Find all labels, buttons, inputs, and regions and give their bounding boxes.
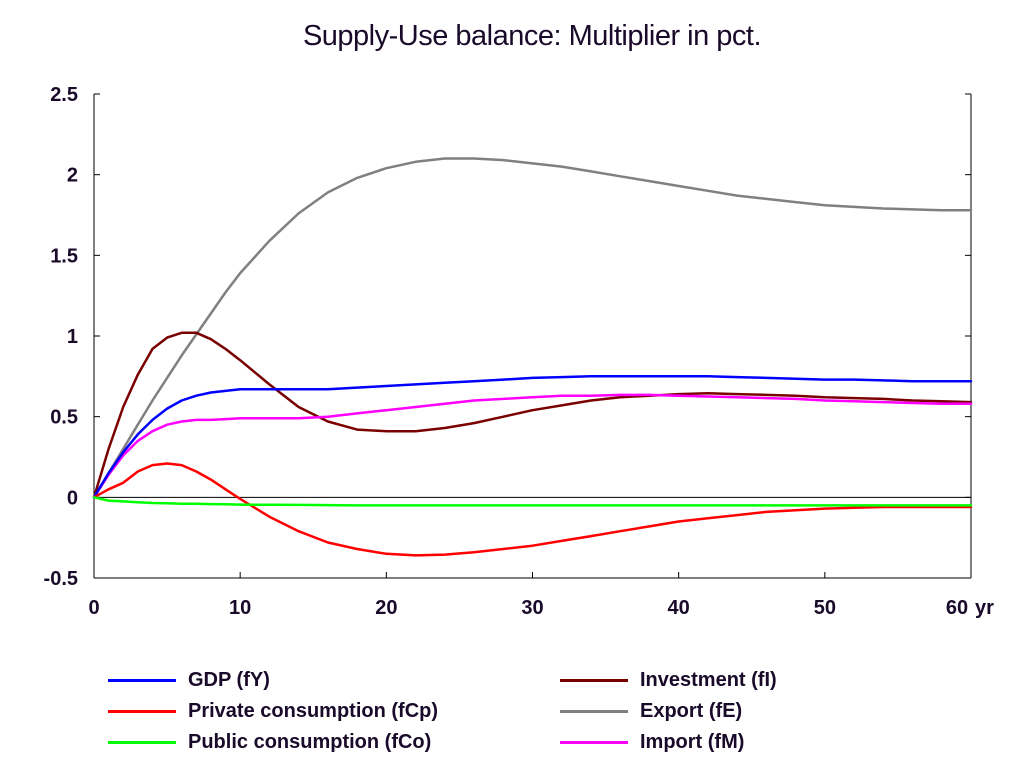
- x-tick-label: 10: [229, 597, 251, 619]
- axes: [93, 93, 972, 579]
- x-tick-label: 20: [375, 597, 397, 619]
- y-tick-label: 2.5: [50, 84, 78, 106]
- series-line-private-consumption: [92, 462, 973, 557]
- chart-title: Supply-Use balance: Multiplier in pct.: [302, 20, 762, 52]
- y-tick-label: 0.5: [50, 407, 78, 429]
- x-tick-label: 0: [88, 597, 99, 619]
- x-tick-label: 50: [814, 597, 836, 619]
- y-tick-label: 1: [67, 326, 78, 348]
- series-line-export: [92, 157, 973, 499]
- series-line-import: [92, 393, 973, 499]
- series-line-investment: [92, 331, 973, 499]
- series-line-gdp: [92, 375, 973, 499]
- y-tick-label: 2: [67, 165, 78, 187]
- tick-labels: 2.5 2 1.5 1 0.5 0 -0.5 0 10 20 30 40 50 60 yr: [44, 84, 995, 619]
- x-tick-label: 40: [668, 597, 690, 619]
- y-tick-label: 1.5: [50, 245, 78, 267]
- series-lines: [92, 157, 973, 557]
- x-tick-label: 60: [946, 597, 968, 619]
- x-tick-label: 30: [521, 597, 543, 619]
- y-tick-label: 0: [67, 487, 78, 509]
- series-line-public-consumption: [92, 496, 973, 507]
- y-tick-label: -0.5: [44, 568, 78, 590]
- x-unit-label: yr: [975, 597, 994, 619]
